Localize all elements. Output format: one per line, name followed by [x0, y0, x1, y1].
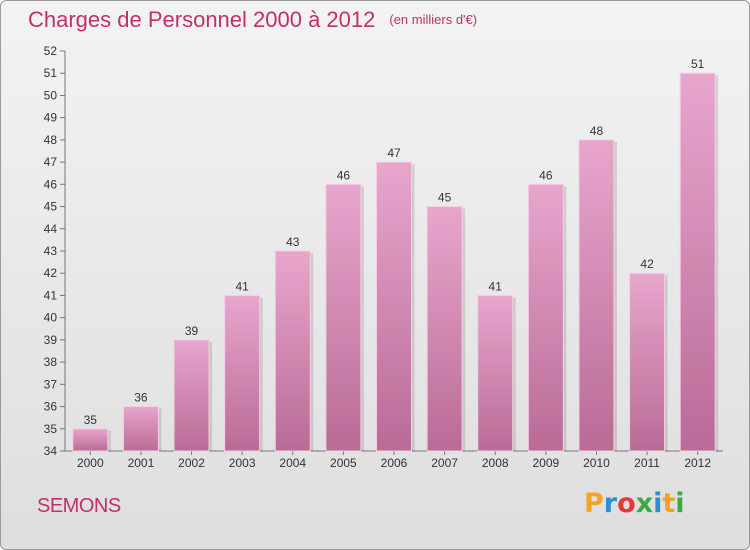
logo-letter: i: [653, 488, 663, 519]
proxiti-logo: Proxiti: [584, 488, 685, 519]
y-tick-label: 49: [44, 111, 58, 125]
y-tick-label: 51: [44, 66, 58, 80]
x-tick-label-2004: 2004: [279, 456, 306, 470]
value-label-2000: 35: [84, 413, 98, 427]
y-tick-label: 42: [44, 266, 58, 280]
x-tick-label-2011: 2011: [634, 456, 660, 470]
bar-2003: [224, 294, 261, 452]
y-tick-label: 50: [44, 88, 58, 102]
y-tick-label: 35: [44, 422, 58, 436]
x-tick-label-2003: 2003: [229, 456, 256, 470]
x-tick-label-2012: 2012: [684, 456, 711, 470]
y-tick-label: 47: [44, 155, 58, 169]
value-label-2006: 47: [387, 146, 401, 160]
logo-letter: P: [584, 488, 604, 519]
bar-2009: [527, 183, 564, 452]
logo-letter: x: [635, 488, 654, 519]
value-label-2002: 39: [185, 324, 199, 338]
bar-2001: [122, 406, 159, 452]
chart-title: Charges de Personnel 2000 à 2012 (en mill…: [28, 7, 477, 33]
bar-2005: [325, 183, 362, 452]
x-tick-label-2007: 2007: [431, 456, 458, 470]
y-tick-label: 43: [44, 244, 58, 258]
value-label-2003: 41: [235, 279, 249, 293]
chart-value-labels: 35 36 39 41 43 46 47 45 41 46 48 42 51: [84, 57, 705, 427]
y-tick-label: 40: [44, 311, 58, 325]
x-tick-label-2009: 2009: [532, 456, 559, 470]
logo-letter: r: [603, 488, 618, 519]
value-label-2009: 46: [539, 168, 553, 182]
bar-2007: [426, 206, 463, 452]
y-tick-label: 52: [44, 44, 58, 58]
value-label-2008: 41: [489, 279, 503, 293]
value-label-2011: 42: [640, 257, 654, 271]
bar-2011: [629, 272, 666, 452]
logo-letter: i: [675, 488, 685, 519]
logo-letter: t: [662, 488, 676, 519]
x-tick-label-2006: 2006: [381, 456, 408, 470]
y-tick-label: 48: [44, 133, 58, 147]
bar-2010: [578, 139, 615, 452]
commune-name: SEMONS: [37, 495, 121, 517]
chart-title-text: Charges de Personnel 2000 à 2012: [28, 7, 376, 32]
chart-bars: [72, 72, 719, 452]
y-tick-label: 37: [44, 377, 58, 391]
logo-letter: o: [617, 488, 636, 519]
chart-y-tick-labels: 34 35 36 37 38 39 40 41 42 43 44 45 46 47 48 49 50 51 52: [44, 44, 58, 458]
bar-2012: [679, 72, 716, 452]
bar-2002: [173, 339, 210, 452]
y-tick-label: 44: [44, 222, 58, 236]
bar-2008: [477, 294, 514, 452]
y-tick-label: 36: [44, 400, 58, 414]
x-tick-label-2002: 2002: [178, 456, 205, 470]
y-tick-label: 34: [44, 444, 58, 458]
x-tick-label-2008: 2008: [482, 456, 509, 470]
y-tick-label: 38: [44, 355, 58, 369]
value-label-2001: 36: [134, 391, 148, 405]
value-label-2004: 43: [286, 235, 300, 249]
value-label-2007: 45: [438, 191, 452, 205]
x-tick-label-2001: 2001: [128, 456, 155, 470]
bar-2006: [376, 161, 412, 452]
x-tick-label-2010: 2010: [583, 456, 610, 470]
x-tick-label-2005: 2005: [330, 456, 357, 470]
chart-unit-note: (en milliers d'€): [389, 12, 478, 27]
y-tick-label: 41: [44, 288, 58, 302]
y-tick-label: 46: [44, 177, 58, 191]
bar-2000: [72, 428, 109, 452]
y-tick-label: 39: [44, 333, 58, 347]
bar-2004: [274, 250, 311, 452]
value-label-2012: 51: [691, 57, 705, 71]
chart-x-tick-labels: 2000 2001 2002 2003 2004 2005 2006 2007 2008 2009…: [77, 456, 711, 470]
value-label-2005: 46: [337, 168, 351, 182]
value-label-2010: 48: [590, 124, 604, 138]
x-tick-label-2000: 2000: [77, 456, 104, 470]
y-tick-label: 45: [44, 200, 58, 214]
